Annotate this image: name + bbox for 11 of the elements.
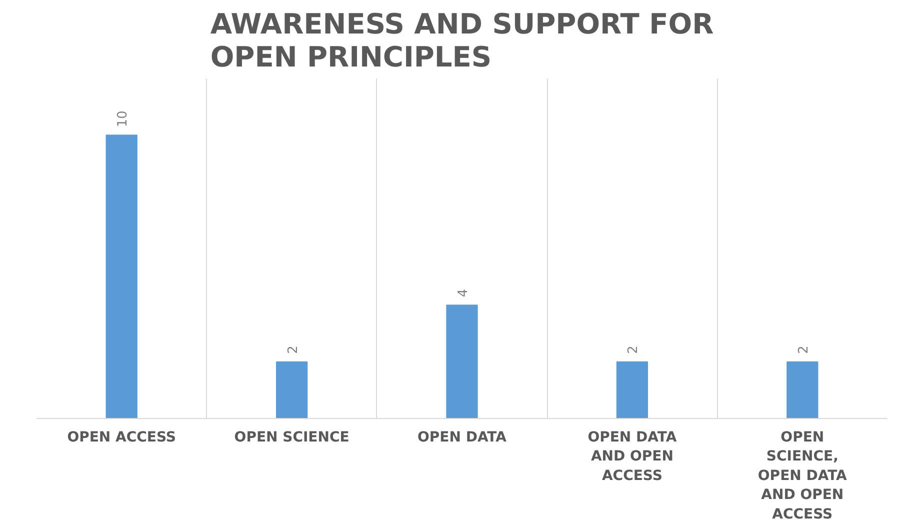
data-label: 2 xyxy=(286,346,301,354)
data-label: 4 xyxy=(456,288,471,298)
data-label: 2 xyxy=(796,346,812,354)
x-tick-label: OPEN DATA AND OPEN ACCESS xyxy=(588,430,677,484)
x-tick-label: OPEN ACCESS xyxy=(67,430,176,446)
x-tick-label: OPEN SCIENCE, OPEN DATA AND OPEN ACCESS xyxy=(758,430,848,522)
x-tick-label: OPEN SCIENCE xyxy=(234,430,350,446)
data-label: 2 xyxy=(626,346,642,354)
data-label: 10 xyxy=(116,110,131,128)
chart-title: AWARENESS AND SUPPORT FOR OPEN PRINCIPLES xyxy=(210,8,714,74)
x-tick-label: OPEN DATA xyxy=(418,430,507,446)
